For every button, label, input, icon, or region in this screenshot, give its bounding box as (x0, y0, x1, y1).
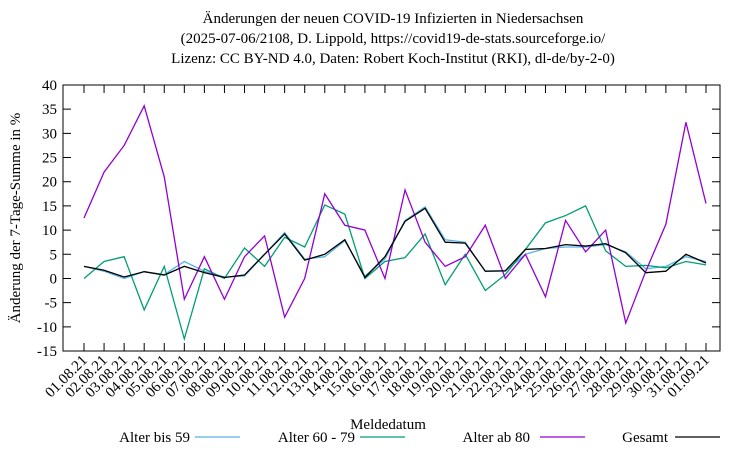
y-tick-label: 35 (42, 102, 57, 118)
series-line (83, 104, 707, 326)
chart-title: (2025-07-06/2108, D. Lippold, https://co… (181, 31, 606, 47)
chart-title: Änderungen der neuen COVID-19 Infizierte… (203, 10, 584, 27)
plot-frame (62, 84, 721, 352)
x-axis-label: Meldedatum (350, 417, 426, 433)
y-tick-label: -10 (37, 320, 57, 336)
y-tick-label: 5 (50, 247, 58, 263)
y-tick-label: 25 (42, 151, 57, 167)
y-tick-label: 0 (50, 271, 58, 287)
legend-label: Alter ab 80 (463, 430, 530, 446)
y-tick-label: 40 (42, 78, 57, 94)
y-tick-label: 10 (42, 223, 57, 239)
legend-label: Alter bis 59 (119, 430, 190, 446)
y-tick-label: 20 (42, 175, 57, 191)
legend-label: Alter 60 - 79 (278, 430, 355, 446)
y-tick-label: -5 (45, 296, 58, 312)
y-tick-label: -15 (37, 344, 57, 360)
chart-title: Lizenz: CC BY-ND 4.0, Daten: Robert Koch… (171, 51, 615, 67)
series-line (83, 207, 707, 279)
y-tick-label: 30 (42, 126, 57, 142)
y-axis-label: Änderung der 7-Tage-Summe in % (7, 113, 24, 324)
legend-label: Gesamt (622, 430, 669, 446)
y-tick-label: 15 (42, 199, 57, 215)
